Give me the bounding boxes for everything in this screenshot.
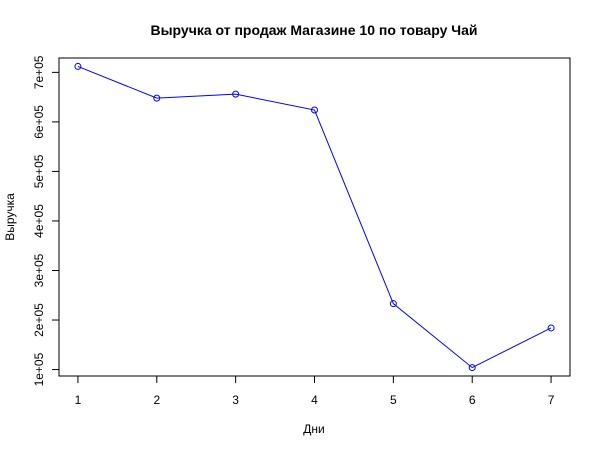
x-tick-label: 1 [75, 393, 82, 407]
data-point [311, 106, 318, 114]
chart-title: Выручка от продаж Магазине 10 по товару … [150, 22, 477, 38]
x-axis: 1 2 3 4 5 6 7 [75, 375, 555, 407]
y-tick-label: 2e+05 [32, 303, 46, 337]
y-axis: 1e+05 2e+05 3e+05 4e+05 5e+05 6e+05 7e+05 [32, 55, 60, 386]
data-point [232, 90, 240, 98]
x-axis-label: Дни [303, 422, 324, 436]
y-axis-label: Выручка [3, 193, 17, 241]
y-tick-label: 6e+05 [32, 105, 46, 139]
x-tick-label: 5 [390, 393, 397, 407]
plot-box [58, 57, 571, 377]
y-tick-label: 7e+05 [32, 55, 46, 89]
x-tick-label: 3 [232, 393, 239, 407]
y-tick-label: 4e+05 [32, 204, 46, 238]
series-line [77, 65, 552, 369]
y-tick-label: 5e+05 [32, 154, 46, 188]
y-tick-label: 3e+05 [32, 253, 46, 287]
y-tick-label: 1e+05 [32, 352, 46, 386]
data-point [153, 94, 161, 102]
series-layer [74, 62, 555, 372]
data-point [389, 300, 397, 308]
data-point [468, 364, 476, 372]
x-tick-label: 4 [311, 393, 318, 407]
x-tick-label: 6 [469, 393, 476, 407]
data-point [74, 62, 82, 70]
x-tick-label: 7 [548, 393, 555, 407]
data-point [547, 324, 555, 332]
x-tick-label: 2 [153, 393, 160, 407]
